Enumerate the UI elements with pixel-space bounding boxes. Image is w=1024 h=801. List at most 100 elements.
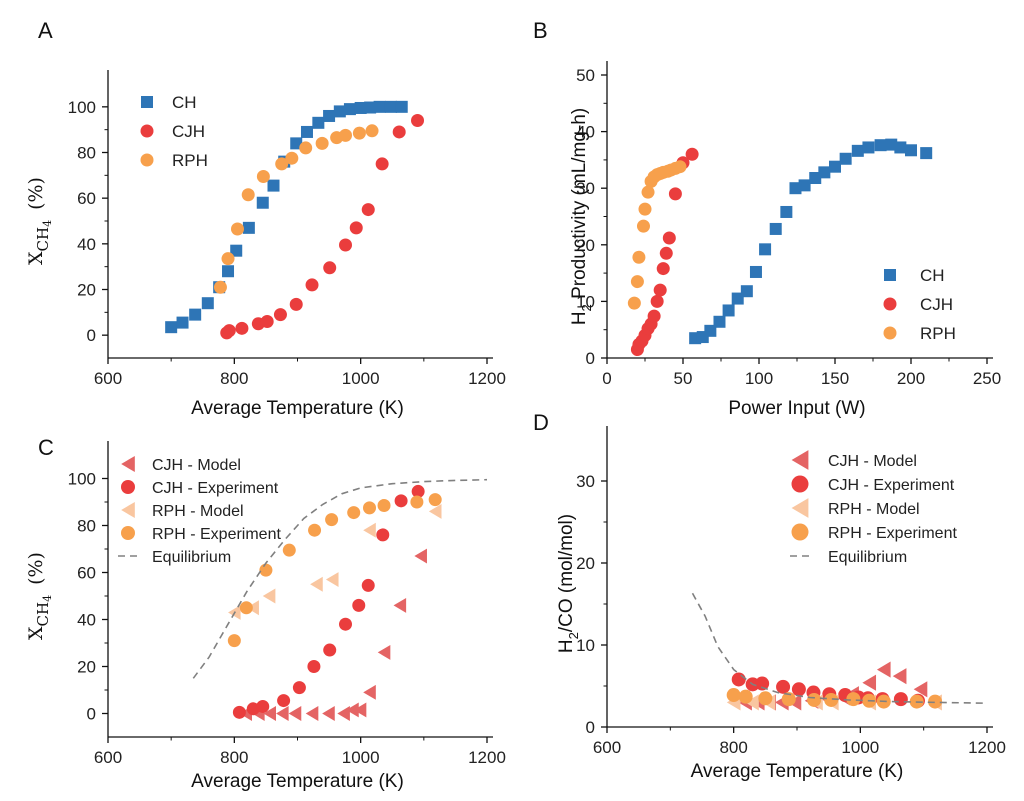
equilibrium-line [192, 478, 488, 679]
data-point [213, 280, 227, 294]
legend-label: Equilibrium [152, 549, 231, 566]
data-point [305, 278, 319, 292]
data-point [824, 692, 839, 707]
data-point [339, 128, 353, 142]
series-equilibrium [192, 478, 488, 679]
data-point [346, 702, 359, 718]
x-tick-label: 100 [745, 369, 773, 388]
data-point [769, 222, 782, 235]
data-point [892, 668, 907, 685]
data-point [862, 674, 877, 691]
y-tick-label: 20 [77, 658, 96, 677]
x-tick-label: 600 [94, 748, 122, 767]
equilibrium-line [691, 592, 988, 704]
legend-label: RPH [172, 151, 208, 170]
y-tick-label: 80 [77, 517, 96, 536]
y-tick-label: 20 [77, 281, 96, 300]
data-point [885, 138, 898, 151]
x-tick-label: 250 [973, 369, 1001, 388]
data-point [339, 238, 353, 252]
legend-marker [883, 297, 897, 311]
data-point [275, 157, 289, 171]
x-tick-label: 800 [220, 369, 248, 388]
data-point [259, 563, 273, 577]
legend-marker [141, 96, 153, 108]
data-point [726, 688, 741, 703]
series-cjh [630, 147, 699, 357]
data-point [428, 503, 442, 519]
data-point [230, 222, 244, 236]
data-point [731, 672, 746, 687]
y-axis-title: H2 Productivity (mL/mg-h) [569, 108, 594, 325]
data-point [260, 314, 274, 328]
y-tick-label: 20 [576, 236, 595, 255]
data-point [874, 139, 887, 152]
data-point [659, 246, 673, 260]
data-point [361, 578, 375, 592]
data-point [165, 321, 178, 334]
legend-label: RPH - Experiment [152, 526, 281, 543]
x-axis-title: Average Temperature (K) [191, 771, 404, 792]
data-point [395, 100, 408, 113]
legend-marker [140, 153, 154, 167]
data-point [256, 169, 270, 183]
data-point [235, 321, 249, 335]
data-point [292, 681, 306, 695]
data-point [308, 523, 322, 537]
legend-marker [791, 498, 809, 518]
data-point [277, 694, 291, 708]
data-point [738, 689, 753, 704]
x-tick-label: 800 [220, 748, 248, 767]
data-point [365, 124, 379, 138]
data-point [377, 499, 391, 513]
y-tick-label: 30 [576, 472, 595, 491]
data-point [662, 231, 676, 245]
data-point [263, 706, 277, 721]
y-tick-label: 40 [576, 123, 595, 142]
legend-label: RPH - Model [828, 501, 920, 518]
data-point [798, 179, 811, 192]
data-point [905, 144, 917, 157]
data-point [818, 166, 831, 179]
data-point [638, 202, 652, 216]
data-point [349, 221, 363, 235]
legend: CJH - Model CJH - Experiment RPH - Model RP… [790, 450, 957, 566]
data-point [731, 292, 744, 305]
legend-marker [121, 501, 135, 519]
data-point [176, 316, 189, 329]
panel-d: D 600 800 1000 1200 0 10 20 30 Average Temperatur… [533, 410, 1006, 782]
data-point [780, 205, 793, 218]
x-tick-label: 600 [94, 369, 122, 388]
data-point [632, 250, 646, 264]
data-point [650, 294, 664, 308]
legend-label: CJH [920, 295, 953, 314]
data-point [363, 684, 376, 700]
panel-c: C 600 800 1000 1200 0 20 40 60 80 100 Average Tempe… [25, 435, 506, 792]
legend: CH CJH RPH [140, 93, 208, 170]
data-point [807, 692, 822, 707]
data-point [781, 692, 796, 707]
y-axis-title: H2/CO (mol/mol) [556, 514, 581, 653]
data-point [894, 141, 907, 154]
y-tick-label: 0 [87, 705, 96, 724]
data-point [285, 151, 299, 165]
series-rph-experiment [227, 493, 442, 648]
legend-marker [884, 269, 896, 281]
legend-label: CH [920, 266, 945, 285]
data-point [273, 308, 287, 322]
data-point [347, 506, 361, 520]
data-point [862, 141, 875, 154]
data-point [354, 101, 367, 114]
data-point [641, 185, 655, 199]
x-tick-label: 1200 [968, 738, 1006, 757]
legend-label: RPH - Model [152, 503, 244, 520]
y-axis-title: XCH4(%) [25, 552, 54, 640]
x-axis-title: Average Temperature (K) [191, 398, 404, 419]
y-tick-label: 60 [77, 564, 96, 583]
data-point [704, 324, 717, 337]
data-point [755, 676, 770, 691]
legend-marker [791, 523, 809, 541]
data-point [333, 105, 346, 118]
legend: CJH - Model CJH - Experiment RPH - Model RP… [118, 455, 281, 566]
